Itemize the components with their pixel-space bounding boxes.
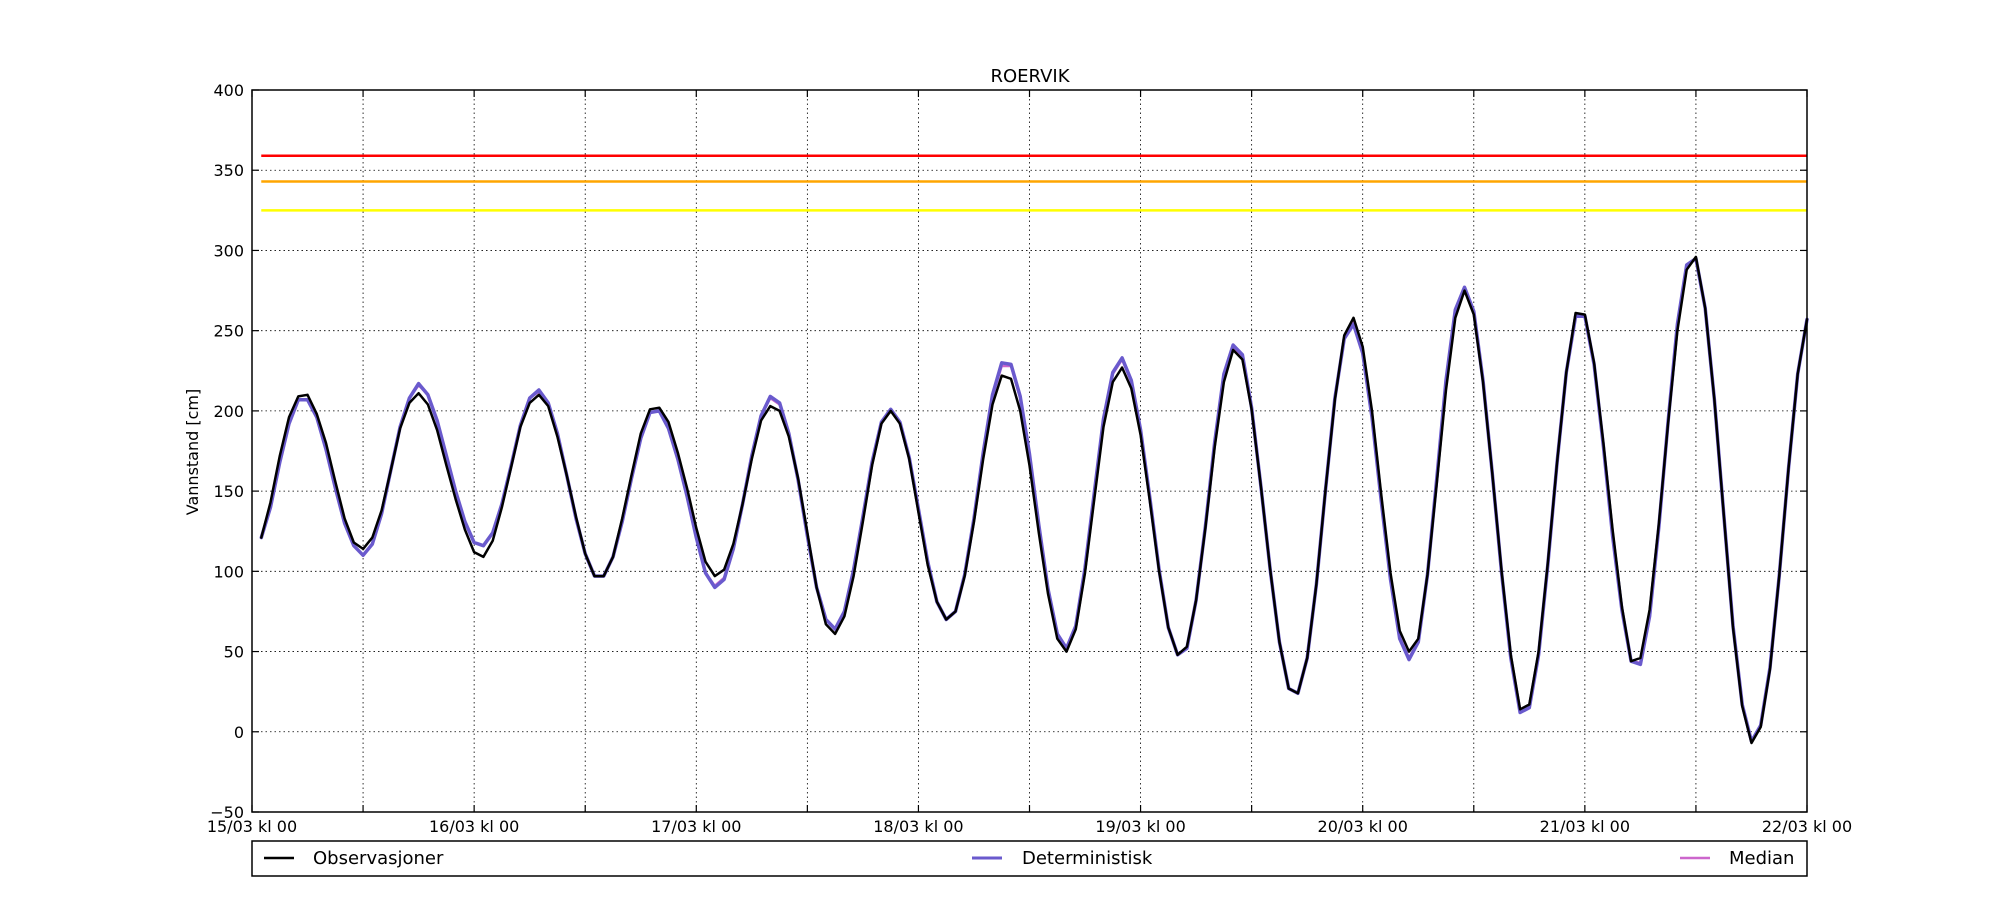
chart-title: ROERVIK bbox=[991, 66, 1071, 87]
x-tick-label: 20/03 kl 00 bbox=[1318, 817, 1408, 836]
legend-item-deterministic: Deterministisk bbox=[972, 848, 1153, 869]
y-tick-label: −50 bbox=[210, 803, 244, 822]
y-tick-label: 150 bbox=[213, 482, 244, 501]
x-tick-label: 18/03 kl 00 bbox=[873, 817, 963, 836]
y-tick-label: 200 bbox=[213, 402, 244, 421]
x-tick-label: 17/03 kl 00 bbox=[651, 817, 741, 836]
threshold-lines bbox=[261, 154, 1807, 212]
legend-item-median: Median bbox=[1680, 848, 1794, 869]
legend-label-observed: Observasjoner bbox=[313, 848, 444, 869]
legend-label-deterministic: Deterministisk bbox=[1022, 848, 1153, 869]
series-lines bbox=[259, 255, 1809, 745]
y-tick-label: 300 bbox=[213, 241, 244, 260]
y-tick-label: 400 bbox=[213, 81, 244, 100]
legend-label-median: Median bbox=[1729, 848, 1794, 869]
y-tick-label: 250 bbox=[213, 322, 244, 341]
legend-box bbox=[251, 840, 1808, 877]
x-tick-label: 15/03 kl 00 bbox=[207, 817, 297, 836]
y-axis-label: Vannstand [cm] bbox=[183, 389, 202, 515]
x-tick-label: 16/03 kl 00 bbox=[429, 817, 519, 836]
x-tick-label: 19/03 kl 00 bbox=[1095, 817, 1185, 836]
y-tick-label: 350 bbox=[213, 161, 244, 180]
axis-ticks: −50 0 50 100 150 200 250 300 350 400 15/03 kl 00 16… bbox=[207, 81, 1852, 836]
y-tick-label: 50 bbox=[224, 643, 244, 662]
legend-item-observed: Observasjoner bbox=[264, 848, 444, 869]
x-tick-label: 21/03 kl 00 bbox=[1540, 817, 1630, 836]
legend: Observasjoner Deterministisk Median bbox=[251, 840, 1808, 877]
y-tick-label: 0 bbox=[234, 723, 244, 742]
y-tick-label: 100 bbox=[213, 562, 244, 581]
series-line-observed bbox=[260, 255, 1809, 745]
x-tick-label: 22/03 kl 00 bbox=[1762, 817, 1852, 836]
